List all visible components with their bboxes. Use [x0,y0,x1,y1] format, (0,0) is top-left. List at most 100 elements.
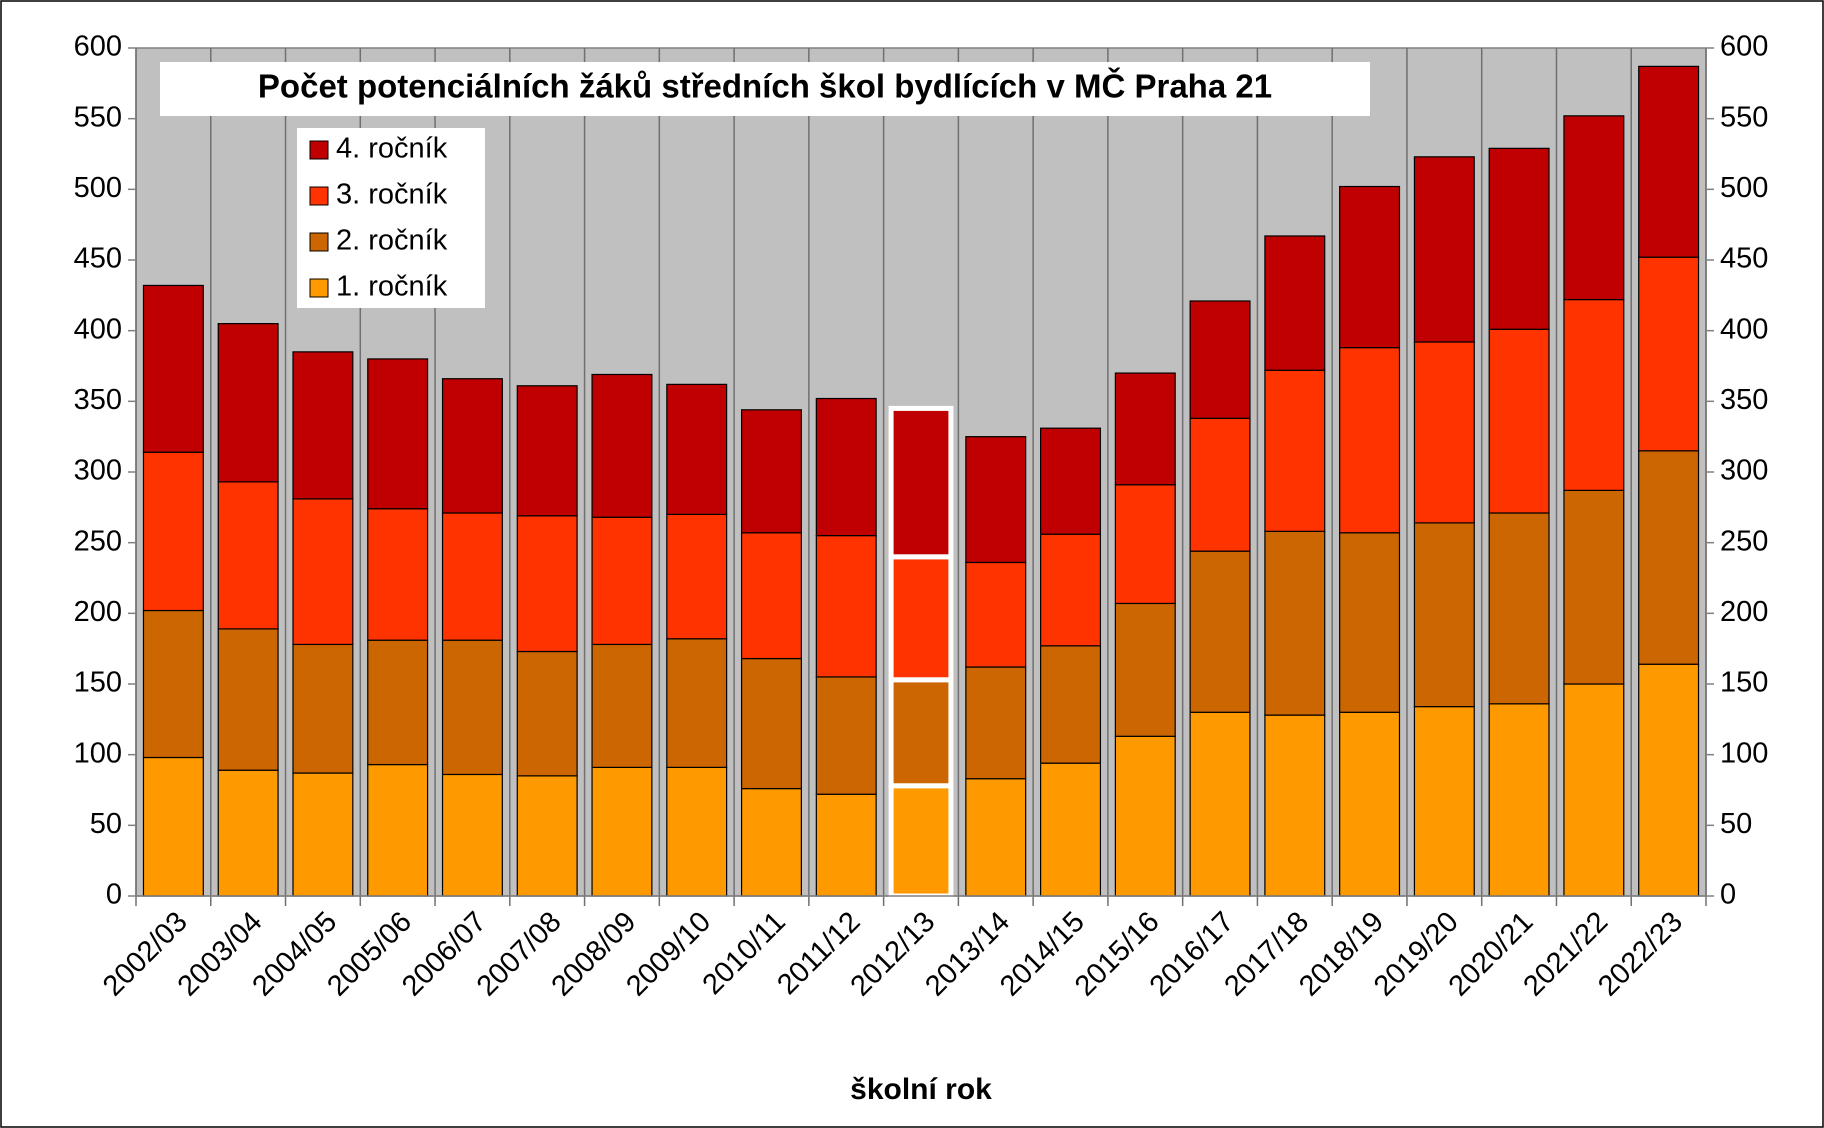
bar-segment [1040,533,1102,647]
bar-segment [815,676,877,795]
bar-segment [1114,735,1176,897]
bar-segment [1339,532,1401,713]
bar-segment [591,766,653,897]
bar-segment [142,451,204,612]
bar-segment [666,383,728,515]
legend-swatch [309,232,329,252]
bar-segment [1264,714,1326,897]
y2-tick-label: 100 [1720,737,1768,769]
bar-segment [1413,522,1475,708]
bar-segment [1563,683,1625,897]
bar-segment [1638,663,1700,897]
bar-segment [142,284,204,453]
bar-segment [217,769,279,897]
legend-label: 3. ročník [336,179,448,211]
bar-segment [1040,427,1102,535]
y-tick-label: 0 [106,879,122,911]
bar-segment [888,405,954,560]
bar-segment [441,639,503,776]
bar-segment [217,323,279,483]
bar-segment [1114,372,1176,486]
bar-segment [441,378,503,514]
bar-segment [142,756,204,897]
legend-label: 2. ročník [336,225,448,257]
bar-segment [1339,711,1401,897]
bar-segment [888,554,954,683]
bar-segment [1264,530,1326,716]
bar-segment [740,409,802,534]
bar-segment [1189,417,1251,552]
bar-segment [367,763,429,897]
y-tick-label: 50 [90,808,122,840]
y2-tick-label: 500 [1720,172,1768,204]
bars [135,48,1707,906]
bar-segment [666,513,728,640]
bar-segment [441,773,503,897]
bar-segment [1488,703,1550,897]
y2-tick-label: 350 [1720,384,1768,416]
bar-segment [441,512,503,641]
bar-segment [1339,185,1401,349]
y2-tick-label: 300 [1720,455,1768,487]
bar-segment [1413,706,1475,897]
bar-segment [1114,484,1176,605]
bar-segment [142,609,204,759]
y-tick-label: 550 [74,101,122,133]
y2-tick-label: 450 [1720,243,1768,275]
bar-segment [217,481,279,630]
bar-segment [1189,711,1251,897]
y-tick-label: 400 [74,313,122,345]
bar-segment [1638,450,1700,665]
bar-segment [1413,341,1475,524]
bar-segment [1488,147,1550,330]
bar-segment [516,650,578,777]
y-tick-label: 600 [74,31,122,63]
title-box [160,62,1370,116]
bar-segment [591,643,653,768]
bar-segment [965,666,1027,780]
bar-segment [516,515,578,653]
bar-segment [1040,762,1102,897]
bar-segment [367,639,429,766]
y-tick-label: 300 [74,455,122,487]
bar-segment [1563,115,1625,301]
legend-swatch [309,278,329,298]
bar-segment [367,358,429,510]
y-tick-label: 150 [74,667,122,699]
y2-tick-label: 250 [1720,525,1768,557]
bar-segment [965,436,1027,564]
legend-swatch [309,186,329,206]
bar-segment [666,638,728,768]
bar-segment [292,643,354,774]
bar-segment [1114,602,1176,737]
bar-segment [292,498,354,646]
bar-segment [1563,489,1625,685]
y2-tick-label: 400 [1720,313,1768,345]
bar-segment [965,778,1027,897]
y-tick-label: 450 [74,243,122,275]
bar-segment [1488,328,1550,514]
legend-label: 4. ročník [336,133,448,165]
bar-segment [516,775,578,897]
y2-tick-label: 150 [1720,667,1768,699]
bar-segment [1638,256,1700,452]
bar-segment [1638,65,1700,258]
y2-tick-label: 0 [1720,879,1736,911]
bar-segment [666,766,728,897]
bar-segment [1040,645,1102,764]
bar-segment [815,397,877,537]
bar-segment [888,783,954,899]
bar-segment [1339,347,1401,534]
bar-segment [1264,235,1326,371]
y2-tick-label: 200 [1720,596,1768,628]
legend-label: 1. ročník [336,271,448,303]
bar-segment [740,532,802,660]
bar-segment [815,534,877,678]
bar-segment [1189,550,1251,713]
bar-segment [740,787,802,897]
bar-segment [1264,369,1326,532]
legend-swatch [309,140,329,160]
x-axis-label: školní rok [850,1073,992,1106]
y2-tick-label: 600 [1720,31,1768,63]
